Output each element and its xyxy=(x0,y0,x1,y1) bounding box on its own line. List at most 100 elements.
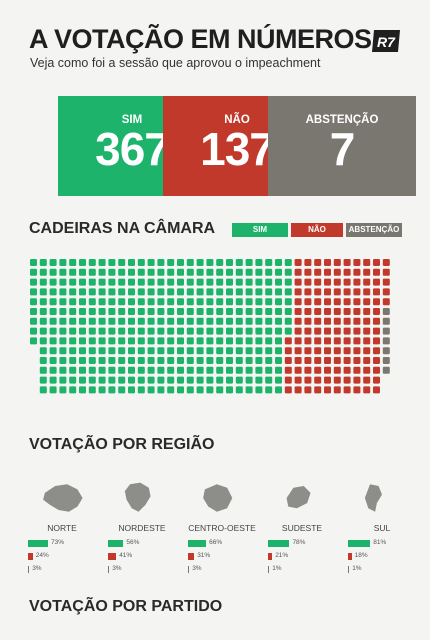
seat-nao xyxy=(363,366,371,374)
seat-sim xyxy=(226,357,233,364)
seat-nao xyxy=(324,327,331,335)
seat-sim xyxy=(196,386,204,394)
seat-sim xyxy=(79,327,86,335)
seat-sim xyxy=(118,268,126,276)
seat-sim xyxy=(128,357,135,364)
seat-sim xyxy=(255,366,263,374)
seat-sim xyxy=(186,357,194,364)
seat-sim xyxy=(196,298,204,306)
seat-nao xyxy=(333,298,341,306)
seat-sim xyxy=(147,308,155,315)
seat-sim xyxy=(88,288,96,296)
seat-sim xyxy=(226,337,233,345)
seat-sim xyxy=(147,268,155,276)
seat-sim xyxy=(275,259,282,266)
seat-nao xyxy=(304,337,312,345)
seat-sim xyxy=(118,317,126,325)
seat-nao xyxy=(333,386,341,394)
seat-nao xyxy=(373,308,380,315)
seat-sim xyxy=(39,317,47,325)
seat-nao xyxy=(284,337,292,345)
seat-sim xyxy=(69,278,77,286)
seat-sim xyxy=(284,268,292,276)
seat-nao xyxy=(363,347,371,355)
seat-sim xyxy=(196,337,204,345)
seat-sim xyxy=(88,386,96,394)
seat-sim xyxy=(167,298,175,306)
seat-sim xyxy=(98,376,106,384)
seat-sim xyxy=(167,317,175,325)
seat-sim xyxy=(69,366,77,374)
seat-sim xyxy=(196,347,204,355)
seat-sim xyxy=(69,357,77,364)
seat-sim xyxy=(147,298,155,306)
seat-sim xyxy=(147,376,155,384)
region-bar-value-sudeste-nao: 21% xyxy=(275,552,289,559)
seat-sim xyxy=(49,357,57,364)
region-bar-sul-sim xyxy=(348,540,371,547)
seat-sim xyxy=(275,278,282,286)
seat-sim xyxy=(137,327,145,335)
seat-nao xyxy=(294,308,302,315)
region-bar-sul-abst xyxy=(348,566,350,573)
seat-sim xyxy=(59,278,67,286)
seat-sim xyxy=(108,308,116,315)
seat-nao xyxy=(284,357,292,364)
seat-sim xyxy=(226,278,233,286)
seat-nao xyxy=(333,347,341,355)
total-value-nao: 137 xyxy=(200,123,275,175)
seat-sim xyxy=(79,357,86,364)
seat-nao xyxy=(363,298,371,306)
seat-sim xyxy=(216,386,224,394)
seat-nao xyxy=(373,268,380,276)
seat-nao xyxy=(343,268,351,276)
seat-sim xyxy=(186,327,194,335)
total-card-abstencao: ABSTENÇÃO 7 xyxy=(268,96,416,196)
seat-sim xyxy=(206,268,214,276)
seat-sim xyxy=(49,308,57,315)
legend-abstencao: ABSTENÇÃO xyxy=(346,223,402,237)
seat-sim xyxy=(177,337,184,345)
seat-nao xyxy=(314,317,322,325)
seat-sim xyxy=(49,278,57,286)
seat-nao xyxy=(294,317,302,325)
seat-sim xyxy=(49,259,57,266)
seat-sim xyxy=(157,259,165,266)
seat-sim xyxy=(206,327,214,335)
seat-sim xyxy=(98,347,106,355)
seat-nao xyxy=(353,288,361,296)
seat-sim xyxy=(30,298,37,306)
seat-nao xyxy=(294,278,302,286)
seat-sim xyxy=(206,357,214,364)
seat-sim xyxy=(49,376,57,384)
seat-sim xyxy=(137,357,145,364)
seat-sim xyxy=(186,259,194,266)
seat-nao xyxy=(324,357,331,364)
seat-sim xyxy=(128,337,135,345)
seat-sim xyxy=(245,327,253,335)
seat-nao xyxy=(382,298,390,306)
seat-nao xyxy=(353,317,361,325)
seat-sim xyxy=(265,268,273,276)
seat-nao xyxy=(333,376,341,384)
seat-nao xyxy=(363,327,371,335)
seat-nao xyxy=(314,278,322,286)
seat-nao xyxy=(314,386,322,394)
seat-sim xyxy=(137,259,145,266)
seat-nao xyxy=(314,366,322,374)
seat-nao xyxy=(304,366,312,374)
seat-sim xyxy=(69,317,77,325)
seat-sim xyxy=(284,278,292,286)
seat-sim xyxy=(235,327,243,335)
seat-sim xyxy=(235,317,243,325)
seat-sim xyxy=(196,376,204,384)
seat-sim xyxy=(98,327,106,335)
seat-sim xyxy=(177,386,184,394)
seat-sim xyxy=(88,298,96,306)
seat-sim xyxy=(245,298,253,306)
region-bar-value-sul-sim: 81% xyxy=(373,539,387,546)
seat-nao xyxy=(373,259,380,266)
seat-sim xyxy=(128,376,135,384)
region-map-icon-sul xyxy=(364,484,382,512)
seat-sim xyxy=(79,278,86,286)
